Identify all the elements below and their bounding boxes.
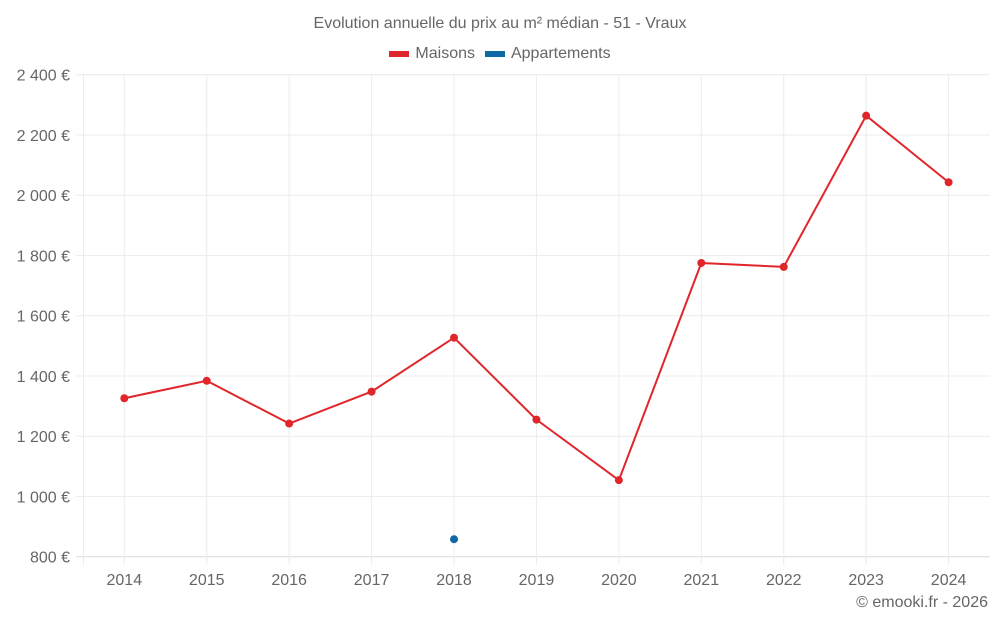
data-point-appartements[interactable] [450,535,459,544]
chart-title: Evolution annuelle du prix au m² médian … [313,15,687,32]
y-tick-label: 800 € [30,550,70,567]
x-tick-label: 2017 [354,572,390,589]
y-tick-label: 2 000 € [17,188,70,205]
data-point-maisons[interactable] [779,262,788,271]
x-tick-label: 2016 [271,572,307,589]
y-tick-label: 1 600 € [17,309,70,326]
y-tick-label: 2 400 € [17,68,70,85]
x-axis: 2014 2015 2016 2017 2018 2019 2020 2021 2022 2023… [107,572,967,589]
y-tick-label: 1 000 € [17,489,70,506]
data-point-maisons[interactable] [697,258,706,267]
credit-text: © emooki.fr - 2026 [856,594,988,611]
data-point-maisons[interactable] [862,111,871,120]
y-tick-label: 1 800 € [17,248,70,265]
data-point-maisons[interactable] [285,419,294,428]
x-tick-label: 2020 [601,572,637,589]
data-point-maisons[interactable] [202,376,211,385]
legend-swatch-appartements [484,51,505,57]
x-tick-label: 2024 [931,572,967,589]
y-tick-label: 1 200 € [17,429,70,446]
legend-swatch-maisons [389,51,410,57]
data-point-maisons[interactable] [120,394,129,403]
x-tick-label: 2018 [436,572,472,589]
x-tick-label: 2023 [848,572,884,589]
data-point-maisons[interactable] [367,387,376,396]
legend-label-maisons: Maisons [415,45,475,62]
y-axis: 800 € 1 000 € 1 200 € 1 400 € 1 600 € 1 800 €… [17,68,70,567]
data-series [120,111,953,544]
legend: Maisons Appartements [0,45,1000,63]
x-tick-label: 2015 [189,572,225,589]
x-tick-label: 2022 [766,572,802,589]
legend-item-maisons[interactable]: Maisons [389,45,475,63]
data-point-maisons[interactable] [944,178,953,187]
data-point-maisons[interactable] [532,415,541,424]
x-tick-label: 2019 [519,572,555,589]
legend-item-appartements[interactable]: Appartements [484,45,611,63]
data-point-maisons[interactable] [614,476,623,485]
x-tick-label: 2014 [107,572,143,589]
x-tick-label: 2021 [684,572,720,589]
y-tick-label: 2 200 € [17,128,70,145]
y-tick-label: 1 400 € [17,369,70,386]
legend-label-appartements: Appartements [510,45,611,62]
grid-lines [76,74,990,565]
data-point-maisons[interactable] [450,333,459,342]
